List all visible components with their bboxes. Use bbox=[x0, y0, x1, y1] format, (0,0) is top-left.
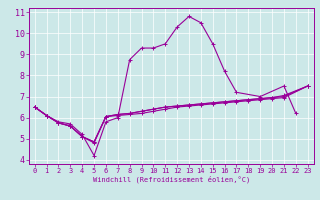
X-axis label: Windchill (Refroidissement éolien,°C): Windchill (Refroidissement éolien,°C) bbox=[92, 176, 250, 183]
